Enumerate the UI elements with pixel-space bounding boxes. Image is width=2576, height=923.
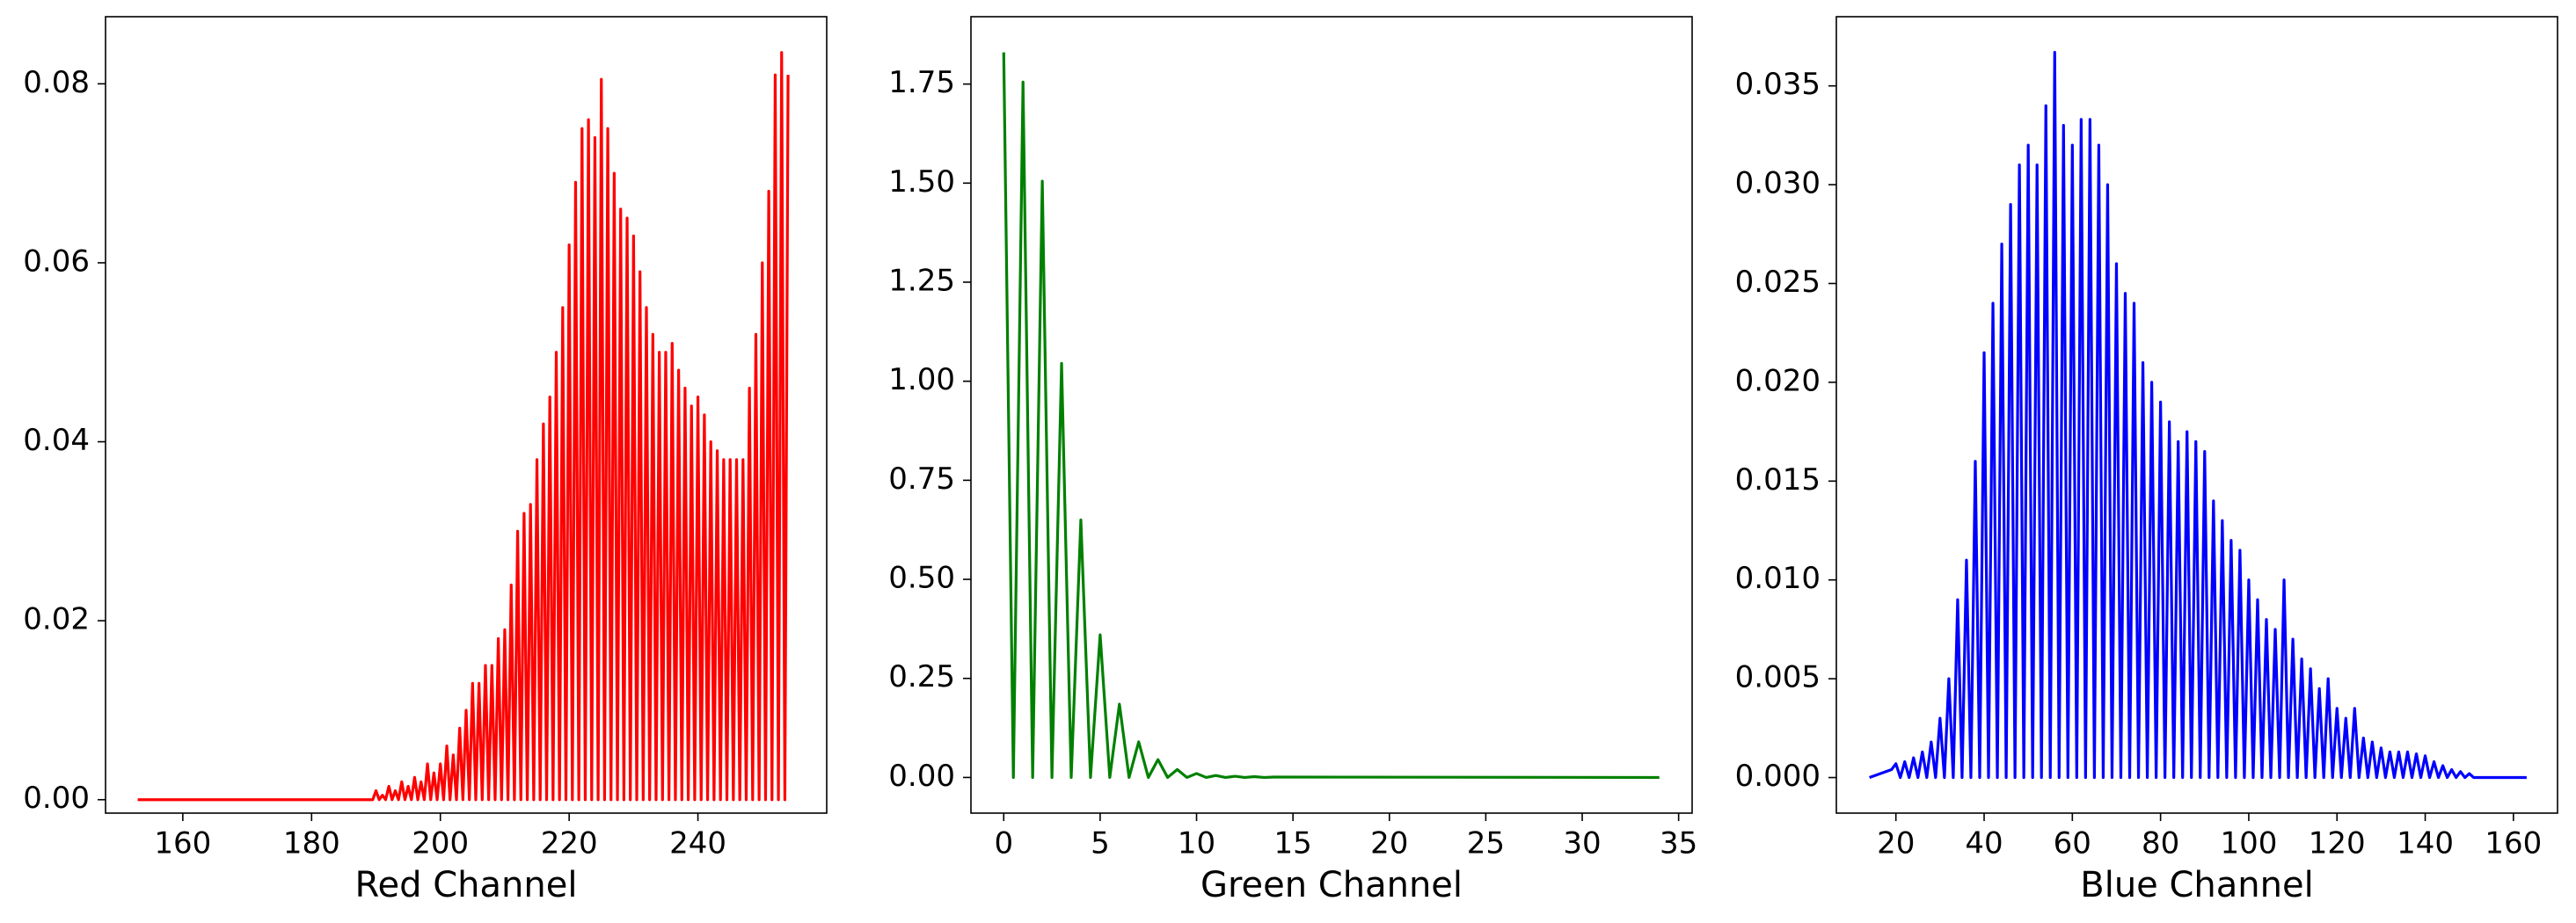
y-tick-label: 0.025 (1735, 265, 1821, 300)
y-tick-label: 1.25 (888, 264, 955, 299)
x-tick-label: 140 (2397, 826, 2454, 861)
y-tick-label: 0.02 (23, 602, 90, 637)
y-tick-label: 0.06 (23, 243, 90, 279)
y-tick-label: 1.00 (888, 362, 955, 397)
x-tick-label: 100 (2220, 826, 2277, 861)
y-tick-label: 0.00 (23, 781, 90, 816)
x-tick-label: 40 (1965, 826, 2003, 861)
x-tick-label: 60 (2054, 826, 2091, 861)
x-tick-label: 0 (994, 826, 1013, 861)
y-tick-label: 0.010 (1735, 561, 1821, 596)
y-tick-label: 0.08 (23, 65, 90, 100)
y-tick-label: 0.015 (1735, 462, 1821, 498)
axes-frame (970, 16, 1693, 814)
x-tick-label: 160 (154, 826, 211, 861)
density-line (1869, 50, 2527, 780)
axes-frame (105, 16, 828, 814)
x-axis-label: Blue Channel (2080, 865, 2313, 905)
x-tick-label: 20 (1370, 826, 1408, 861)
y-tick-label: 0.50 (888, 561, 955, 596)
axes-frame (1835, 16, 2558, 814)
y-tick-label: 0.75 (888, 462, 955, 497)
y-tick-label: 0.00 (888, 759, 955, 794)
x-tick-label: 5 (1091, 826, 1110, 861)
x-tick-label: 20 (1877, 826, 1915, 861)
y-tick-label: 0.000 (1735, 759, 1821, 794)
x-axis-label: Green Channel (1200, 865, 1463, 905)
x-tick-label: 120 (2309, 826, 2366, 861)
x-tick-label: 220 (541, 826, 598, 861)
x-tick-label: 180 (283, 826, 340, 861)
y-tick-label: 0.25 (888, 659, 955, 694)
x-tick-label: 240 (669, 826, 726, 861)
y-tick-label: 0.04 (23, 423, 90, 458)
density-line (137, 51, 790, 802)
y-tick-label: 0.035 (1735, 67, 1821, 102)
y-tick-label: 1.75 (888, 65, 955, 100)
y-tick-label: 1.50 (888, 164, 955, 200)
x-tick-label: 200 (412, 826, 469, 861)
x-tick-label: 35 (1660, 826, 1697, 861)
x-tick-label: 160 (2485, 826, 2542, 861)
x-tick-label: 80 (2142, 826, 2179, 861)
x-tick-label: 10 (1178, 826, 1215, 861)
density-line (1002, 52, 1660, 780)
y-tick-label: 0.030 (1735, 166, 1821, 201)
x-axis-label: Red Channel (355, 865, 578, 905)
y-tick-label: 0.005 (1735, 660, 1821, 695)
x-tick-label: 15 (1274, 826, 1312, 861)
y-tick-label: 0.020 (1735, 363, 1821, 398)
x-tick-label: 30 (1563, 826, 1601, 861)
x-tick-label: 25 (1467, 826, 1505, 861)
